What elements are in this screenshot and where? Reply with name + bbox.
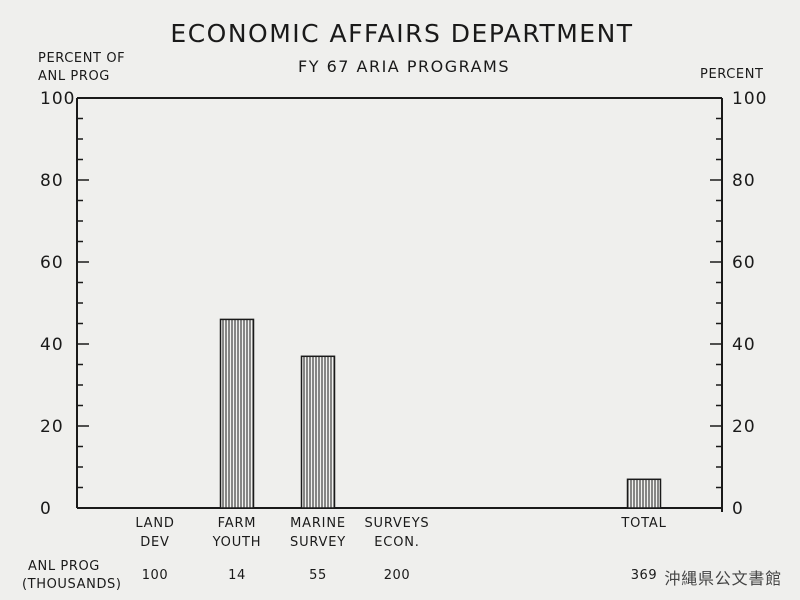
anl-prog-value-0: 100 — [142, 568, 169, 583]
category-label-1-1: YOUTH — [212, 535, 262, 550]
anl-prog-label-line-1: ANL PROG — [28, 559, 100, 574]
anl-prog-value-4: 369 — [631, 568, 658, 583]
archive-watermark: 沖縄県公文書館 — [664, 569, 782, 588]
category-label-2-0: MARINE — [290, 516, 346, 531]
right-tick-label-0: 0 — [732, 499, 744, 519]
left-tick-label-100: 100 — [40, 89, 75, 109]
bar-1 — [219, 318, 255, 509]
right-tick-label-40: 40 — [732, 335, 756, 355]
left-tick-label-60: 60 — [40, 253, 64, 273]
plot-frame — [76, 97, 723, 512]
category-label-4-0: TOTAL — [620, 516, 666, 531]
anl-prog-values: 100 14 55 200 369 — [142, 568, 658, 583]
left-axis-label-line-1: PERCENT OF — [38, 51, 125, 66]
right-tick-label-100: 100 — [732, 89, 767, 109]
category-label-1-0: FARM — [218, 516, 257, 531]
left-axis-label-line-2: ANL PROG — [38, 69, 110, 84]
right-axis-label: PERCENT — [700, 67, 764, 82]
category-label-3-0: SURVEYS — [365, 516, 430, 531]
bar-2 — [300, 355, 336, 509]
bars-group — [219, 318, 662, 509]
chart-title: ECONOMIC AFFAIRS DEPARTMENT — [170, 19, 633, 48]
left-tick-label-40: 40 — [40, 335, 64, 355]
anl-prog-value-1: 14 — [228, 568, 246, 583]
category-labels: LAND DEV FARM YOUTH MARINE SURVEY SURVEYS ECON.… — [135, 516, 666, 550]
right-axis-ticks: 0 20 40 60 80 100 — [710, 89, 767, 519]
category-label-3-1: ECON. — [374, 535, 419, 550]
right-tick-label-20: 20 — [732, 417, 756, 437]
bar-4 — [626, 478, 662, 509]
left-tick-label-20: 20 — [40, 417, 64, 437]
category-label-0-0: LAND — [135, 516, 174, 531]
anl-prog-value-2: 55 — [309, 568, 327, 583]
category-label-0-1: DEV — [140, 535, 170, 550]
right-tick-label-80: 80 — [732, 171, 756, 191]
left-axis-ticks: 0 20 40 60 80 100 — [40, 89, 89, 519]
anl-prog-value-3: 200 — [384, 568, 411, 583]
left-tick-label-80: 80 — [40, 171, 64, 191]
left-tick-label-0: 0 — [40, 499, 52, 519]
anl-prog-label-line-2: (THOUSANDS) — [22, 577, 122, 592]
chart-subtitle: FY 67 ARIA PROGRAMS — [298, 57, 510, 76]
category-label-2-1: SURVEY — [290, 535, 346, 550]
right-tick-label-60: 60 — [732, 253, 756, 273]
